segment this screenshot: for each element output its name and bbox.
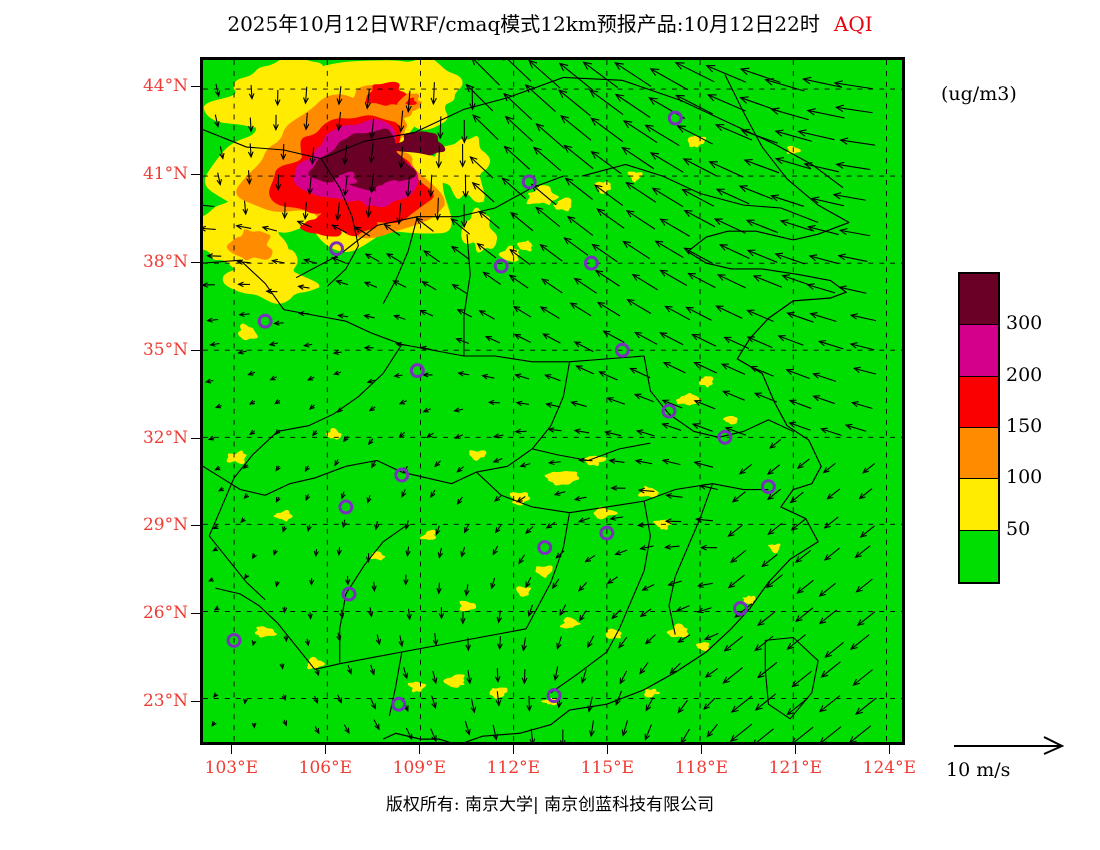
aqi-contour-map (203, 60, 902, 742)
x-axis-tick (889, 745, 891, 754)
map-plot-area[interactable] (200, 57, 905, 745)
chart-title-variable: AQI (833, 12, 873, 36)
city-marker (257, 313, 273, 329)
colorbar-tick-label: 200 (1006, 363, 1043, 386)
units-label: (ug/m3) (941, 83, 1017, 105)
city-marker (338, 499, 354, 515)
x-axis-tick (231, 745, 233, 754)
y-axis-tick-label: 29°N (142, 515, 188, 536)
city-marker (521, 174, 537, 190)
arrow-right-icon (954, 736, 1065, 755)
colorbar-tick-label: 50 (1006, 517, 1031, 540)
colorbar-band (960, 376, 998, 428)
colorbar-tick-label: 150 (1006, 415, 1043, 437)
colorbar-band (960, 274, 998, 326)
x-axis-tick-label: 109°E (392, 758, 446, 778)
city-marker (717, 429, 733, 445)
wind-scale-key: 10 m/s (946, 733, 1086, 789)
chart-title: 2025年10月12日WRF/cmaq模式12km预报产品:10月12日22时 A… (0, 8, 1100, 37)
copyright-notice: 版权所有: 南京大学| 南京创蓝科技有限公司 (385, 795, 715, 815)
y-axis-tick (191, 613, 200, 615)
x-axis-tick-label: 118°E (674, 758, 728, 778)
x-axis-tick (795, 745, 797, 754)
city-marker (329, 241, 344, 257)
city-marker (733, 601, 748, 616)
city-marker (341, 586, 357, 602)
y-axis-tick (191, 261, 200, 263)
y-axis-tick (191, 437, 200, 439)
y-axis-tick (191, 86, 200, 88)
y-axis-tick (191, 349, 200, 351)
city-marker (493, 258, 509, 274)
city-marker (661, 403, 677, 419)
x-axis-tick-label: 112°E (486, 758, 540, 778)
x-axis-tick-label: 124°E (862, 758, 916, 778)
y-axis-tick (191, 525, 200, 527)
y-axis-tick-label: 23°N (142, 691, 188, 712)
colorbar-band (960, 479, 998, 531)
y-axis-tick-label: 26°N (142, 603, 188, 624)
y-axis-tick-label: 35°N (142, 339, 188, 360)
y-axis-tick (191, 701, 200, 703)
city-marker (391, 696, 407, 712)
x-axis-tick-label: 103°E (204, 758, 258, 778)
colorbar-band (960, 427, 998, 480)
colorbar-band (960, 325, 998, 377)
y-axis-tick (191, 174, 200, 176)
city-marker (761, 479, 776, 495)
chart-title-main: 2025年10月12日WRF/cmaq模式12km预报产品:10月12日22时 (227, 12, 820, 36)
x-axis-tick (607, 745, 609, 754)
city-marker (537, 540, 553, 555)
y-axis-tick-label: 38°N (142, 251, 188, 272)
colorbar-band (960, 530, 998, 582)
wind-vector-field (203, 60, 877, 742)
wind-scale-label: 10 m/s (946, 759, 1011, 781)
colorbar-tick-label: 300 (1006, 312, 1043, 335)
city-marker (599, 525, 615, 541)
x-axis-tick (701, 745, 703, 754)
y-axis-tick-label: 44°N (142, 76, 188, 97)
city-marker (546, 688, 562, 704)
city-markers (226, 110, 776, 712)
x-axis-tick-label: 115°E (580, 758, 634, 778)
x-axis-tick (419, 745, 421, 754)
city-marker (583, 255, 599, 271)
y-axis-tick-label: 32°N (142, 427, 188, 448)
x-axis-tick (325, 745, 327, 754)
city-marker (614, 342, 630, 358)
city-marker (226, 632, 242, 648)
colorbar[interactable] (958, 272, 1000, 584)
x-axis-tick-label: 121°E (768, 758, 822, 778)
city-marker (667, 110, 683, 126)
colorbar-tick-label: 100 (1006, 466, 1043, 489)
x-axis-tick-label: 106°E (298, 758, 352, 778)
y-axis-tick-label: 41°N (142, 164, 188, 185)
city-marker (409, 363, 425, 379)
x-axis-tick (513, 745, 515, 754)
city-marker (394, 467, 410, 483)
